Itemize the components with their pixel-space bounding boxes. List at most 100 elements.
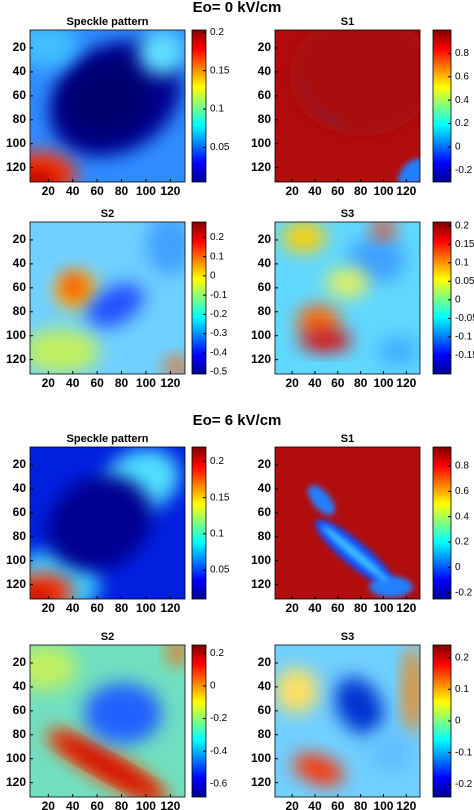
- y-tick-label: 20: [13, 232, 27, 246]
- heatmap-region: [62, 58, 153, 139]
- x-tick-label: 40: [66, 601, 80, 615]
- x-tick-label: 20: [285, 376, 299, 390]
- colorbar-tick-label: 0.2: [210, 456, 224, 467]
- heatmap-region: [296, 305, 341, 336]
- y-tick-label: 40: [258, 256, 272, 270]
- colorbar-tick-label: 0.8: [455, 48, 469, 59]
- x-tick-label: 100: [373, 601, 393, 615]
- y-tick-label: 80: [13, 112, 27, 126]
- colorbar-tick-label: -0.2: [455, 165, 473, 176]
- heatmap-region: [86, 283, 144, 328]
- x-tick-label: 120: [396, 601, 416, 615]
- section-title: Eo= 0 kV/cm: [193, 0, 282, 16]
- colorbar-tick-label: 0.05: [455, 276, 474, 287]
- x-tick-label: 80: [354, 376, 368, 390]
- y-tick-label: 80: [13, 529, 27, 543]
- x-tick-label: 120: [160, 601, 180, 615]
- colorbar-tick-label: -0.2: [455, 779, 473, 790]
- plot-frame: [29, 221, 186, 375]
- y-tick-label: 40: [258, 679, 272, 693]
- y-tick-label: 60: [13, 703, 27, 717]
- y-tick-label: 60: [258, 88, 272, 102]
- colorbar-tick-label: 0: [455, 294, 461, 305]
- colorbar-tick-label: -0.2: [455, 587, 473, 598]
- y-tick-label: 20: [258, 232, 272, 246]
- panel-title: Speckle pattern: [67, 16, 149, 28]
- x-tick-label: 60: [90, 376, 104, 390]
- heatmap-region: [164, 357, 185, 374]
- colorbar-tick-label: 0.2: [455, 652, 469, 663]
- heatmap-region: [30, 30, 77, 68]
- x-tick-label: 60: [90, 799, 104, 810]
- x-tick-label: 100: [136, 376, 156, 390]
- y-tick-label: 40: [13, 256, 27, 270]
- section-title: Eo= 6 kV/cm: [193, 412, 282, 429]
- y-tick-label: 120: [251, 577, 271, 591]
- colorbar-tick-label: 0.1: [210, 104, 224, 115]
- heatmap-region: [146, 222, 185, 276]
- colorbar: [191, 644, 207, 798]
- x-tick-label: 20: [42, 601, 56, 615]
- heatmap-image: [30, 447, 185, 599]
- colorbar-tick-label: 0.4: [455, 95, 469, 106]
- colorbar-tick-label: 0.8: [455, 461, 469, 472]
- y-tick-label: 120: [251, 160, 271, 174]
- y-tick-label: 40: [258, 64, 272, 78]
- x-tick-label: 60: [331, 601, 345, 615]
- y-tick-label: 120: [6, 577, 26, 591]
- x-tick-label: 80: [354, 601, 368, 615]
- x-tick-label: 20: [285, 184, 299, 198]
- x-tick-label: 80: [115, 601, 129, 615]
- panel-title: S1: [341, 433, 354, 445]
- x-tick-label: 20: [42, 376, 56, 390]
- colorbar-tick-label: -0.1: [455, 332, 473, 343]
- heatmap-region: [289, 30, 420, 137]
- colorbar: [432, 446, 452, 600]
- heatmap-region: [372, 222, 396, 239]
- colorbar-tick-label: -0.2: [210, 309, 228, 320]
- y-tick-label: 40: [258, 481, 272, 495]
- plot-frame: [29, 644, 186, 798]
- colorbar-tick-label: -0.6: [210, 779, 228, 790]
- colorbar-tick-label: 0: [455, 716, 461, 727]
- x-tick-label: 100: [373, 376, 393, 390]
- heatmap-region: [275, 667, 319, 714]
- y-tick-label: 60: [13, 280, 27, 294]
- colorbar-tick-label: 0.15: [210, 65, 230, 76]
- heatmap-region: [282, 222, 326, 253]
- colorbar-tick-label: 0.05: [210, 565, 230, 576]
- colorbar-tick-label: 0.15: [210, 492, 230, 503]
- x-tick-label: 40: [66, 184, 80, 198]
- colorbar-tick-label: -0.3: [210, 328, 228, 339]
- x-tick-label: 40: [308, 799, 322, 810]
- colorbar-tick-label: -0.5: [210, 367, 228, 378]
- x-tick-label: 60: [331, 376, 345, 390]
- x-tick-label: 40: [308, 376, 322, 390]
- y-tick-label: 20: [258, 457, 272, 471]
- heatmap-region: [325, 267, 370, 298]
- heatmap-region: [334, 677, 384, 735]
- x-tick-label: 120: [160, 376, 180, 390]
- y-tick-label: 100: [6, 136, 26, 150]
- heatmap-region: [30, 328, 100, 374]
- y-tick-label: 40: [13, 679, 27, 693]
- y-tick-label: 80: [258, 304, 272, 318]
- colorbar-tick-label: 0: [455, 562, 461, 573]
- x-tick-label: 60: [331, 799, 345, 810]
- y-tick-label: 120: [6, 775, 26, 789]
- y-tick-label: 20: [258, 655, 272, 669]
- heatmap-region: [376, 336, 420, 367]
- y-tick-label: 20: [13, 457, 27, 471]
- heatmap-image: [30, 645, 185, 797]
- y-tick-label: 60: [258, 280, 272, 294]
- colorbar-tick-label: 0.6: [455, 486, 469, 497]
- heatmap-region: [369, 576, 413, 598]
- colorbar: [191, 446, 207, 600]
- heatmap-region: [293, 753, 344, 786]
- y-tick-label: 120: [6, 160, 26, 174]
- colorbar-tick-label: 0.05: [210, 142, 230, 153]
- colorbar-tick-label: 0.2: [455, 118, 469, 129]
- heatmap-background: [275, 447, 420, 599]
- colorbar: [191, 29, 207, 183]
